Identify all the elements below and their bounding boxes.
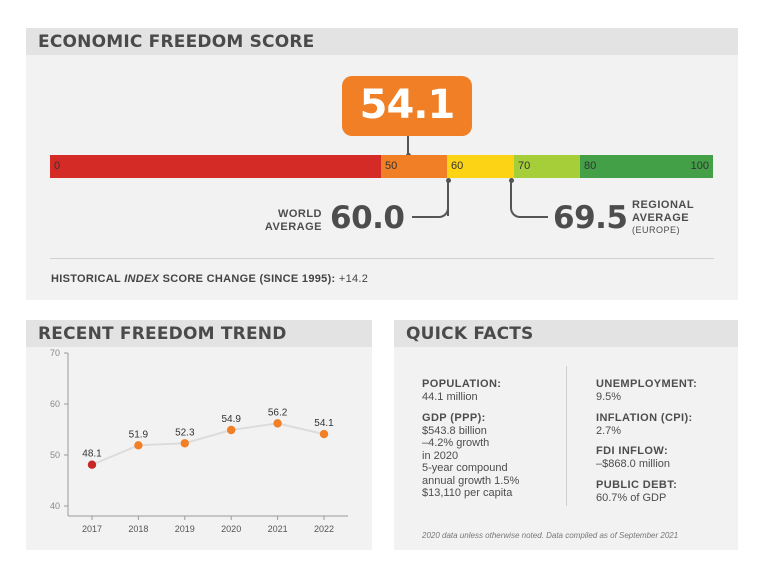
fact-label: PUBLIC DEBT:	[596, 479, 678, 491]
fact-value: 9.5%	[596, 390, 622, 403]
score-badge: 54.1	[342, 76, 472, 136]
label-line: REGIONAL	[632, 199, 695, 211]
y-tick-label: 70	[50, 348, 60, 358]
fact-label: FDI INFLOW:	[596, 445, 669, 457]
fact-value: –$868.0 million	[596, 457, 670, 470]
regional-average-connector	[510, 180, 548, 218]
fact-label: INFLATION (CPI):	[596, 412, 693, 424]
fact-gdp: GDP (PPP): $543.8 billion –4.2% growth i…	[422, 412, 519, 500]
data-point	[273, 419, 282, 428]
fact-value: 5-year compound	[422, 462, 508, 474]
scale-label: 0	[54, 160, 61, 172]
world-average-label: WORLD AVERAGE	[240, 208, 322, 234]
panel-title: RECENT FREEDOM TREND	[38, 324, 287, 344]
fact-label: POPULATION:	[422, 378, 502, 390]
recent-freedom-trend-panel: RECENT FREEDOM TREND 40 50 60 70 2017 2018 201…	[26, 320, 372, 550]
fact-label: GDP (PPP):	[422, 412, 486, 424]
fact-label: UNEMPLOYMENT:	[596, 378, 698, 390]
data-point	[319, 429, 329, 439]
quick-facts-panel: QUICK FACTS POPULATION: 44.1 million GDP…	[394, 320, 738, 550]
data-label: 54.9	[221, 414, 241, 425]
historical-suffix: SCORE CHANGE (SINCE 1995):	[159, 273, 336, 285]
data-point	[227, 425, 236, 435]
column-divider	[566, 366, 567, 506]
historical-score-change: HISTORICAL INDEX SCORE CHANGE (SINCE 199…	[51, 273, 368, 285]
fact-value: $13,110 per capita	[422, 487, 513, 499]
panel-title: QUICK FACTS	[406, 324, 534, 344]
x-tick-label: 2018	[128, 524, 148, 534]
fact-public-debt: PUBLIC DEBT: 60.7% of GDP	[596, 479, 677, 504]
label-line: AVERAGE	[632, 212, 690, 224]
y-tick-label: 40	[50, 501, 60, 511]
fact-fdi-inflow: FDI INFLOW: –$868.0 million	[596, 445, 670, 470]
panel-header: ECONOMIC FREEDOM SCORE	[26, 28, 738, 55]
y-tick-label: 60	[50, 399, 60, 409]
score-value: 54.1	[359, 82, 456, 128]
fact-inflation: INFLATION (CPI): 2.7%	[596, 412, 693, 437]
scale-segment-free: 80 100	[580, 155, 713, 178]
panel-header: QUICK FACTS	[394, 320, 738, 347]
x-tick-label: 2019	[175, 524, 195, 534]
fact-population: POPULATION: 44.1 million	[422, 378, 501, 403]
scale-label: 60	[451, 160, 464, 172]
fact-value: in 2020	[422, 449, 459, 462]
scale-label: 80	[584, 160, 597, 172]
scale-segment-repressed: 0	[50, 155, 381, 178]
y-tick-label: 50	[50, 450, 60, 460]
scale-segment-moderately-free: 60	[447, 155, 514, 178]
fact-unemployment: UNEMPLOYMENT: 9.5%	[596, 378, 697, 403]
historical-change-value: +14.2	[335, 273, 369, 285]
historical-prefix: HISTORICAL	[51, 273, 125, 285]
scale-segment-mostly-unfree: 50	[381, 155, 447, 178]
x-tick-label: 2020	[221, 524, 241, 534]
data-label: 54.1	[314, 418, 334, 429]
regional-average-value: 69.5	[553, 200, 628, 236]
data-point	[87, 460, 97, 469]
fact-value: 2.7%	[596, 424, 622, 437]
world-average-connector-curve	[412, 206, 449, 218]
data-label: 51.9	[129, 429, 149, 440]
series-line	[91, 422, 325, 466]
x-tick-label: 2017	[82, 524, 102, 534]
fact-value: –4.2% growth	[422, 437, 490, 449]
fact-value: 44.1 million	[422, 390, 478, 403]
x-tick-label: 2022	[314, 524, 334, 534]
data-point	[134, 441, 143, 450]
scale-label: 50	[385, 160, 398, 172]
trend-chart: 40 50 60 70 2017 2018 2019 2020 2021 2022 48.1 51.9…	[50, 348, 348, 534]
regional-average-label: REGIONAL AVERAGE	[632, 199, 694, 225]
data-note: 2020 data unless otherwise noted. Data c…	[422, 531, 679, 540]
economic-freedom-score-panel: ECONOMIC FREEDOM SCORE 54.1 0 50 60 70 8…	[26, 28, 738, 300]
score-scale: 0 50 60 70 80 100	[50, 155, 713, 178]
historical-index-word: INDEX	[124, 273, 160, 285]
world-average-connector	[447, 180, 449, 216]
fact-value: $543.8 billion	[422, 424, 487, 437]
data-label: 52.3	[175, 427, 195, 438]
data-label: 56.2	[268, 407, 288, 418]
label-line: AVERAGE	[264, 221, 322, 233]
score-pointer-line	[407, 136, 409, 155]
fact-value: 60.7% of GDP	[596, 491, 667, 504]
scale-label: 70	[518, 160, 531, 172]
fact-value: annual growth 1.5%	[422, 474, 520, 487]
data-point	[180, 439, 189, 448]
label-line: WORLD	[277, 208, 322, 220]
regional-average-region: (EUROPE)	[632, 225, 681, 235]
scale-label: 100	[690, 160, 709, 172]
divider	[50, 258, 714, 259]
panel-title: ECONOMIC FREEDOM SCORE	[38, 32, 315, 52]
data-label: 48.1	[82, 449, 102, 460]
panel-header: RECENT FREEDOM TREND	[26, 320, 372, 347]
x-tick-label: 2021	[268, 524, 288, 534]
scale-segment-mostly-free: 70	[514, 155, 580, 178]
world-average-value: 60.0	[330, 200, 405, 236]
